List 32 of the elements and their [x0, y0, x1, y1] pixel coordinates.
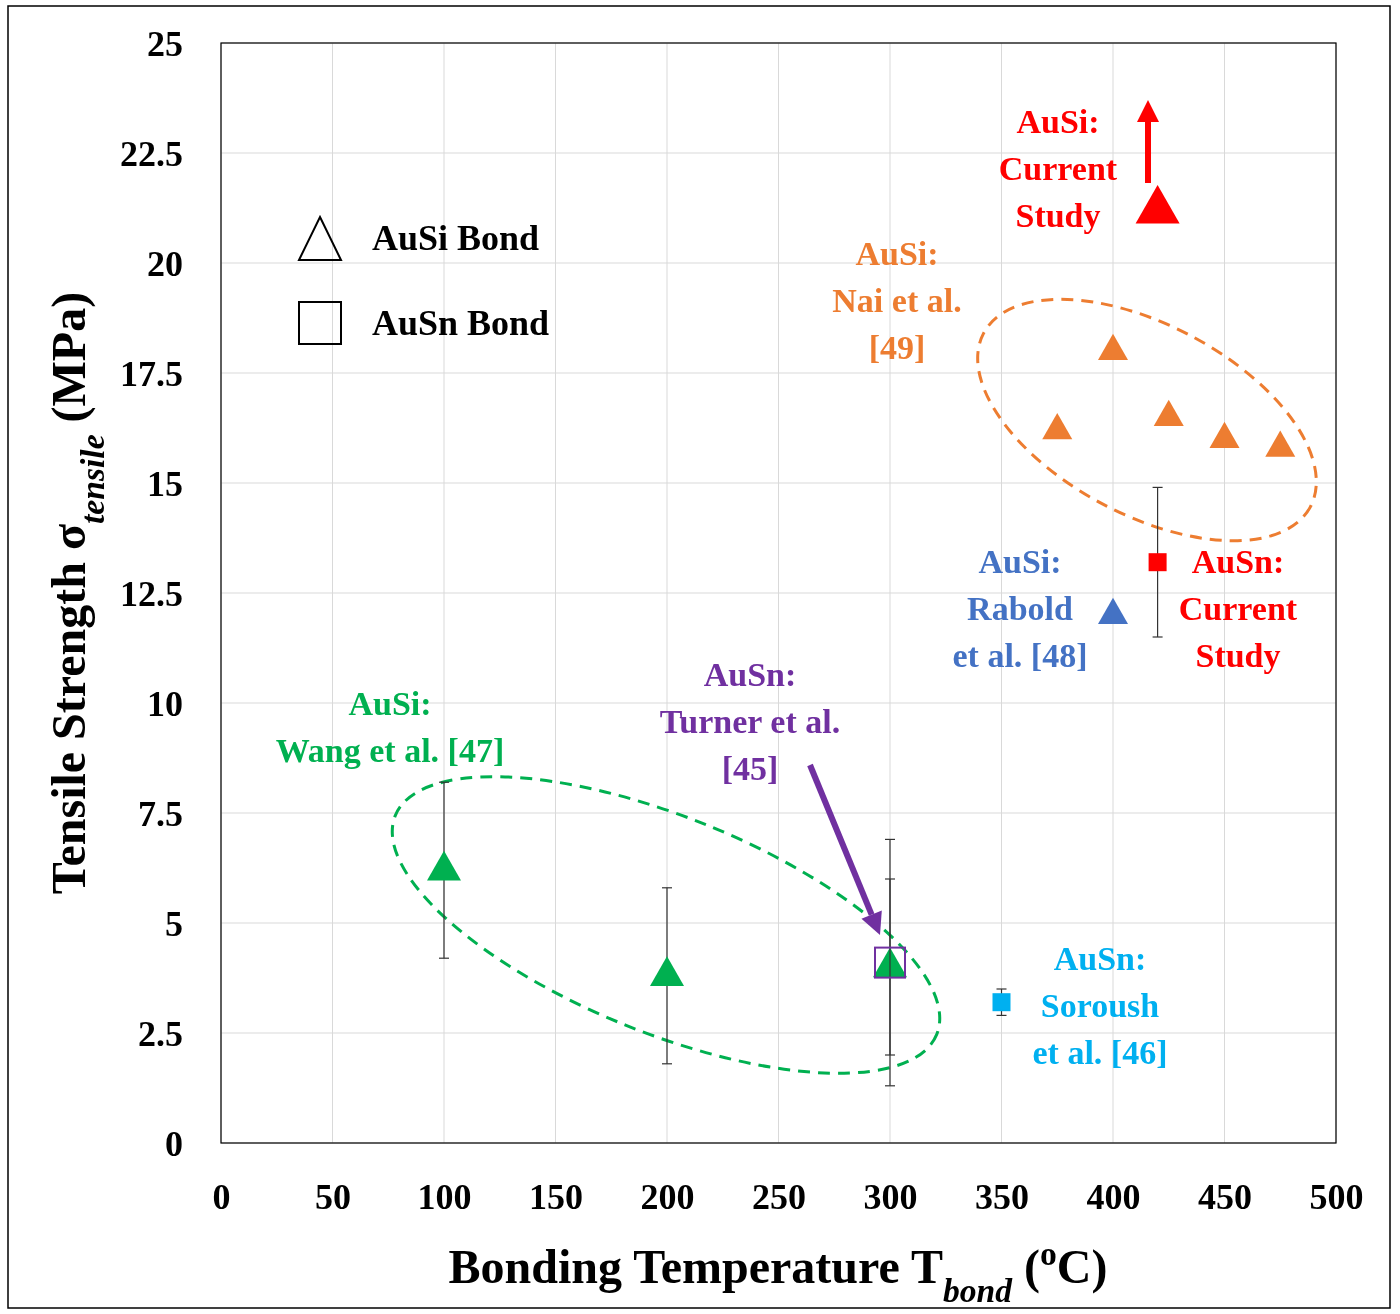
annotation: AuSn Bond: [372, 303, 550, 343]
y-tick-label: 5: [165, 904, 183, 945]
y-tick-label: 2.5: [138, 1014, 183, 1055]
legend-label: AuSi: Current Study: [998, 103, 1118, 234]
x-tick-label: 400: [1086, 1176, 1141, 1217]
y-tick-label: 7.5: [138, 794, 183, 835]
x-tick-label: 0: [212, 1176, 231, 1217]
x-axis-title: Bonding Temperature T$_{bond}$ ($^{o}$C): [448, 1234, 1108, 1309]
text: AuSi: Wang et al. [47]: [275, 685, 505, 769]
y-tick-label: 10: [147, 684, 183, 725]
series-label: AuSn: Soroush et al. [46]: [1032, 940, 1168, 1071]
y-tick-label: 0: [165, 1124, 183, 1165]
y-tick-label: 15: [147, 464, 183, 505]
x-tick-label: 150: [529, 1176, 583, 1217]
x-tick-label: 300: [863, 1176, 918, 1217]
y-tick-label: 12.5: [120, 574, 183, 615]
text: AuSi: Nai et al. [49]: [832, 235, 962, 366]
x-tick-label: 100: [417, 1176, 472, 1217]
x-tick-label: 350: [975, 1176, 1029, 1217]
x-tick-label: 200: [640, 1176, 695, 1217]
x-tick-label: 250: [752, 1176, 806, 1217]
series-label: AuSi: Rabold et al. [48]: [952, 543, 1088, 674]
y-tick-label: 20: [147, 244, 183, 285]
y-tick-label: 17.5: [120, 354, 183, 395]
x-tick-label: 450: [1198, 1176, 1252, 1217]
text: AuSn: Turner et al. [45]: [659, 656, 841, 787]
series-label: AuSn: Current Study: [1178, 543, 1298, 674]
y-tick-label: 22.5: [120, 134, 183, 175]
y-tick-label: 25: [147, 24, 183, 65]
x-tick-label: 50: [315, 1176, 351, 1217]
annotation: AuSi Bond: [372, 218, 540, 258]
x-tick-label: 500: [1309, 1176, 1364, 1217]
